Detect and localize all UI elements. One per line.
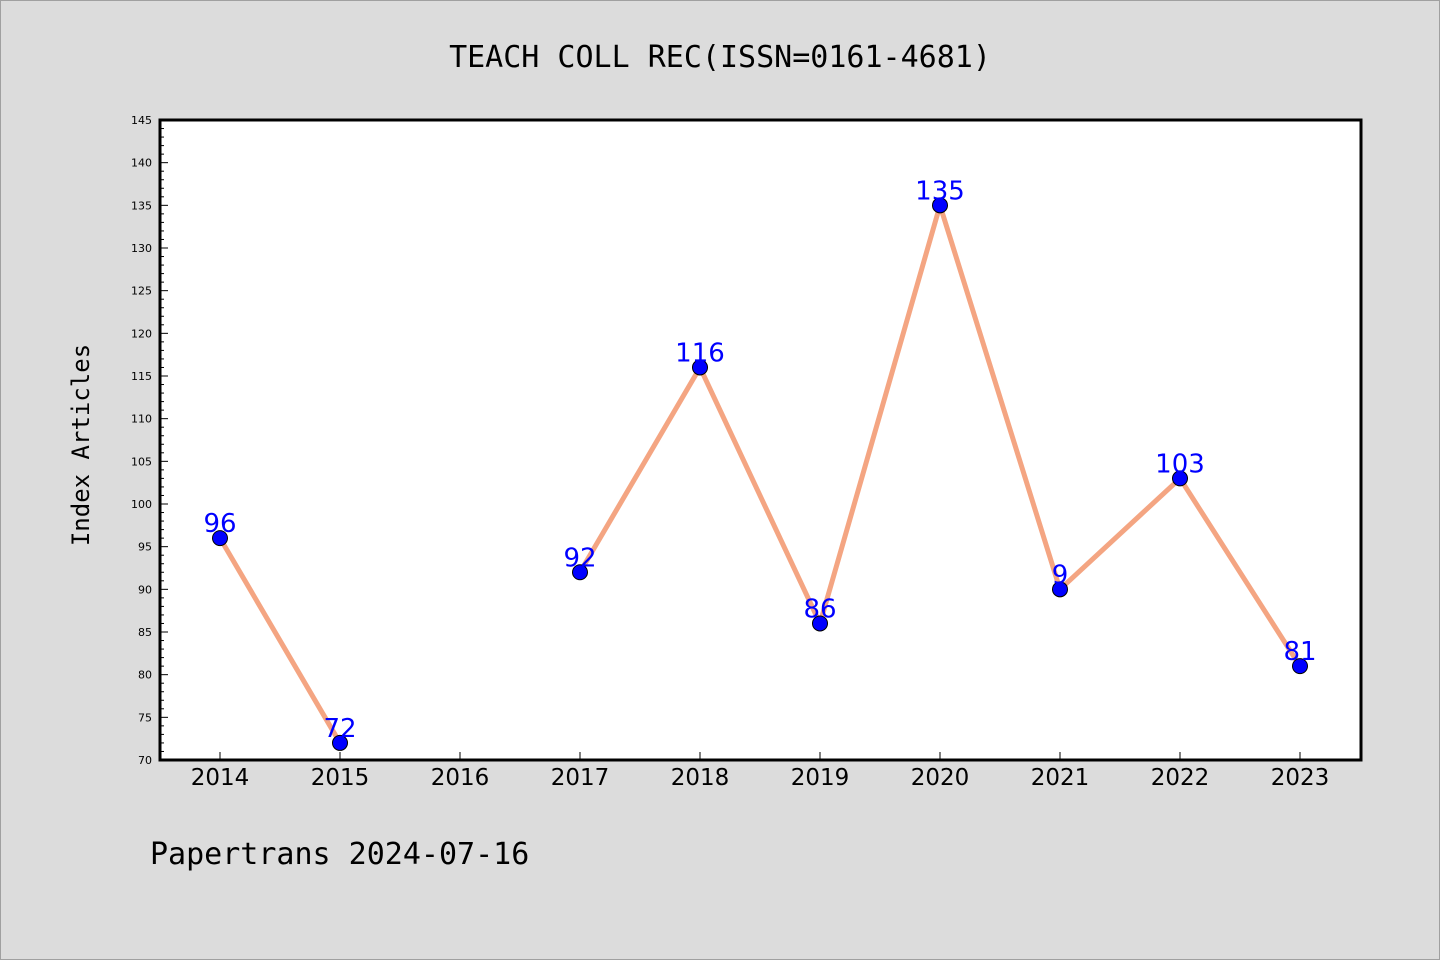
x-tick-label: 2018 (671, 765, 730, 791)
data-labels: 96 72 92 116 86 135 9 103 81 (203, 176, 1316, 744)
x-tick-label: 2022 (1151, 765, 1210, 791)
data-label-2018: 116 (675, 338, 725, 368)
data-label-2015: 72 (323, 714, 356, 744)
y-tick-label: 80 (138, 669, 152, 682)
series-line-segment (217, 535, 343, 746)
data-label-2017: 92 (563, 543, 596, 573)
footer-text: Papertrans 2024-07-16 (150, 837, 529, 872)
data-label-2019: 86 (803, 594, 836, 624)
x-tick-label: 2017 (551, 765, 610, 791)
y-tick-label: 70 (138, 754, 152, 767)
x-axis-ticks: 2014 2015 2016 2017 2018 2019 2020 2021 2022 2023 (191, 752, 1330, 791)
y-tick-label: 75 (138, 711, 152, 724)
data-label-2020: 135 (915, 176, 965, 206)
y-tick-label: 135 (131, 199, 152, 212)
x-tick-label: 2016 (431, 765, 490, 791)
data-point-2017 (572, 564, 588, 581)
data-label-2014: 96 (203, 509, 236, 539)
data-point-2015 (332, 734, 348, 751)
y-tick-label: 130 (131, 242, 152, 255)
y-axis-label: Index Articles (67, 344, 95, 546)
data-label-2021: 9 (1052, 560, 1069, 590)
data-label-2023: 81 (1283, 637, 1316, 667)
y-tick-label: 120 (131, 327, 152, 340)
y-tick-label: 115 (131, 370, 152, 383)
data-label-2022: 103 (1155, 449, 1205, 479)
x-tick-label: 2021 (1031, 765, 1090, 791)
x-tick-label: 2015 (311, 765, 370, 791)
x-tick-label: 2020 (911, 765, 970, 791)
x-tick-label: 2014 (191, 765, 250, 791)
y-axis-ticks: 70 75 80 85 90 95 100 105 110 115 120 125 130 135 140 1… (131, 114, 168, 767)
data-point-2023 (1292, 658, 1308, 675)
data-point-2014 (212, 530, 228, 547)
y-tick-label: 95 (138, 541, 152, 554)
y-tick-label: 100 (131, 498, 152, 511)
series-points (212, 197, 1308, 751)
data-point-2019 (812, 615, 828, 632)
y-tick-label: 125 (131, 285, 152, 298)
y-tick-label: 85 (138, 626, 152, 639)
data-point-2021 (1052, 581, 1068, 598)
y-tick-label: 140 (131, 157, 152, 170)
x-tick-label: 2019 (791, 765, 850, 791)
data-point-2020 (932, 197, 948, 214)
chart-title: TEACH COLL REC(ISSN=0161-4681) (449, 40, 991, 75)
data-point-2018 (692, 359, 708, 376)
y-tick-label: 105 (131, 455, 152, 468)
y-tick-label: 110 (131, 413, 152, 426)
y-tick-label: 90 (138, 583, 152, 596)
x-tick-label: 2023 (1271, 765, 1330, 791)
y-tick-label: 145 (131, 114, 152, 127)
data-point-2022 (1172, 470, 1188, 487)
plot-area (158, 118, 1363, 762)
